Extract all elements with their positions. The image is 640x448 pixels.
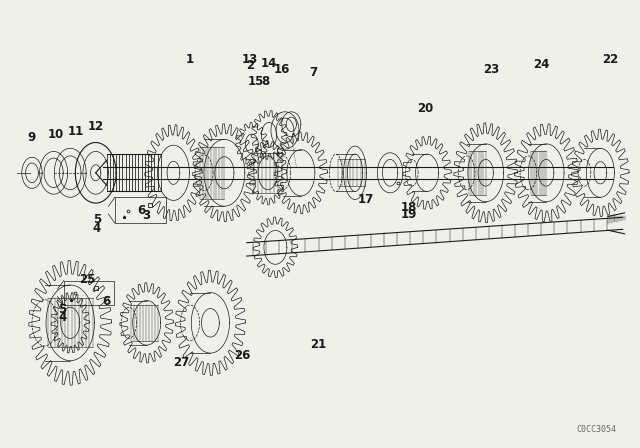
- Text: 4: 4: [58, 311, 67, 324]
- Text: 10: 10: [47, 129, 63, 142]
- Text: 9: 9: [28, 131, 35, 144]
- Text: 20: 20: [417, 102, 433, 115]
- Text: 17: 17: [358, 193, 374, 206]
- Text: C0CC3054: C0CC3054: [576, 425, 616, 434]
- Text: 24: 24: [534, 58, 550, 71]
- Text: 12: 12: [88, 121, 104, 134]
- Text: 6: 6: [138, 204, 146, 217]
- Text: 5: 5: [58, 303, 67, 316]
- Text: 19: 19: [401, 208, 417, 221]
- Text: 21: 21: [310, 338, 327, 351]
- Text: 18: 18: [401, 201, 417, 214]
- Text: 15: 15: [248, 75, 264, 88]
- Text: 5: 5: [93, 213, 101, 226]
- Text: 13: 13: [242, 53, 258, 66]
- Text: 22: 22: [602, 53, 618, 66]
- Text: 16: 16: [273, 63, 290, 76]
- Text: 4: 4: [93, 222, 101, 235]
- Text: 2: 2: [246, 60, 254, 73]
- Text: 23: 23: [483, 63, 499, 76]
- Text: 7: 7: [310, 66, 317, 79]
- Text: 11: 11: [68, 125, 84, 138]
- Bar: [64, 280, 113, 305]
- Text: 3: 3: [143, 209, 151, 222]
- Text: 25: 25: [79, 273, 95, 286]
- Text: 6: 6: [102, 295, 111, 308]
- Text: 8: 8: [262, 75, 270, 88]
- Bar: [115, 197, 166, 223]
- Text: 27: 27: [173, 357, 189, 370]
- Text: 1: 1: [186, 53, 193, 66]
- Text: 14: 14: [261, 57, 277, 70]
- Text: 26: 26: [234, 349, 250, 362]
